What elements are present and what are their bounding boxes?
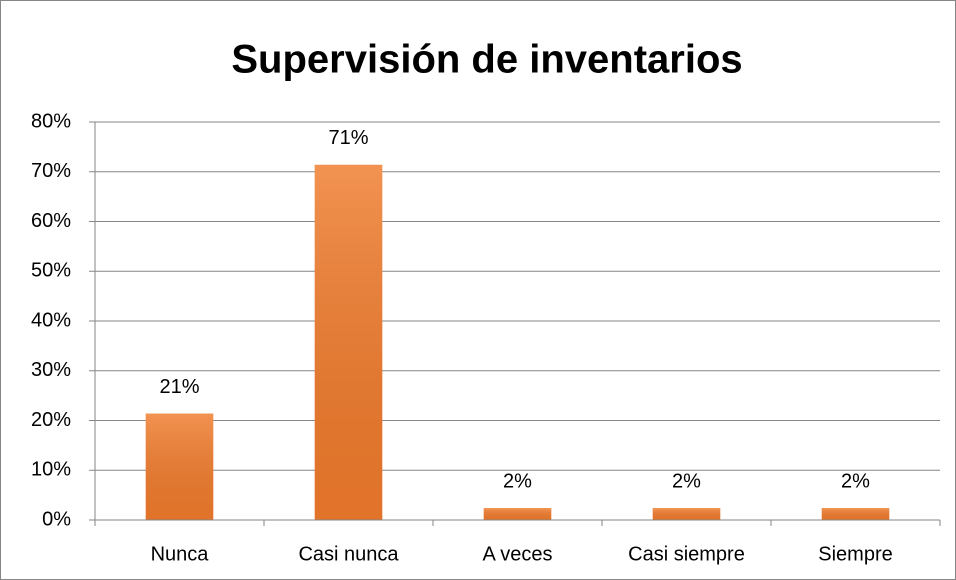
data-label: 21% <box>159 376 199 398</box>
data-label: 2% <box>841 470 870 492</box>
y-tick-label: 0% <box>42 508 71 530</box>
bar-shade <box>483 508 552 520</box>
x-tick-label: Siempre <box>818 543 892 565</box>
chart-title: Supervisión de inventarios <box>231 38 742 82</box>
y-tick-label: 70% <box>31 160 71 182</box>
x-tick-label: Casi siempre <box>628 543 745 565</box>
bar-shade <box>821 508 890 520</box>
y-tick-label: 80% <box>31 110 71 132</box>
bar-shade <box>652 508 721 520</box>
data-label: 2% <box>672 470 701 492</box>
y-tick-label: 60% <box>31 210 71 232</box>
y-tick-label: 20% <box>31 409 71 431</box>
bar-shade <box>145 413 214 520</box>
data-label: 71% <box>328 127 368 149</box>
bar-shade <box>314 164 383 520</box>
x-tick-label: Casi nunca <box>298 543 399 565</box>
data-label: 2% <box>503 470 532 492</box>
y-tick-label: 30% <box>31 359 71 381</box>
y-tick-label: 40% <box>31 309 71 331</box>
x-tick-label: A veces <box>482 543 552 565</box>
y-tick-label: 10% <box>31 459 71 481</box>
y-tick-label: 50% <box>31 260 71 282</box>
x-tick-label: Nunca <box>151 543 210 565</box>
